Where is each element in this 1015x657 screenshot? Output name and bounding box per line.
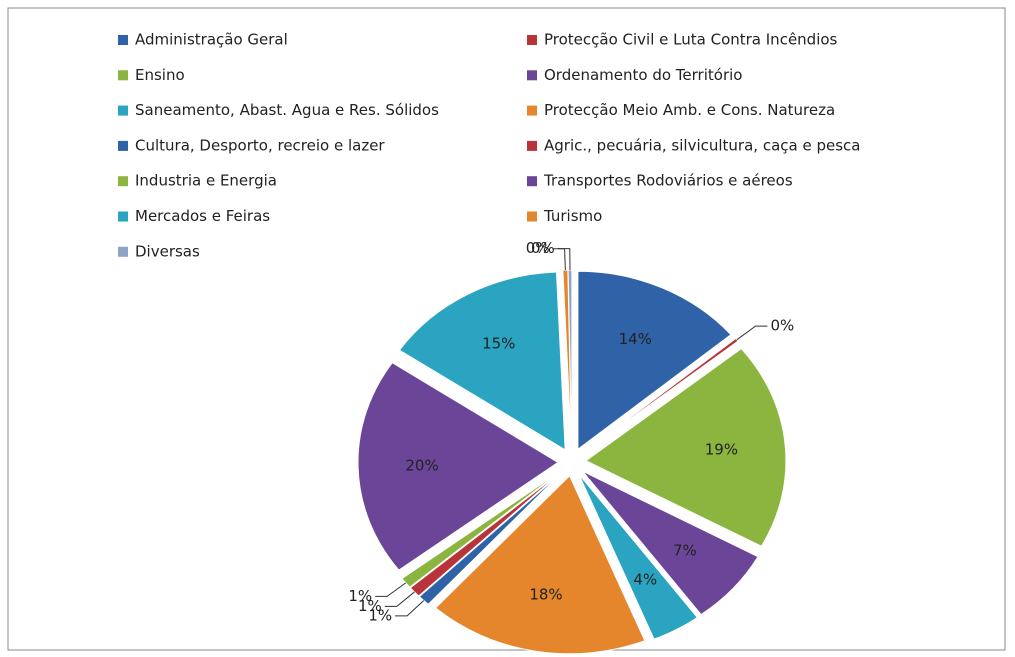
- pie-slice: [357, 362, 559, 571]
- legend-label: Ensino: [135, 66, 185, 84]
- pie-slice: [578, 473, 699, 640]
- pie-slice: [401, 470, 562, 588]
- legend-label: Protecção Civil e Luta Contra Incêndios: [544, 31, 838, 49]
- leader-line: [375, 582, 407, 597]
- legend-label: Transportes Rodoviários e aéreos: [543, 172, 793, 190]
- legend-label: Protecção Meio Amb. e Cons. Natureza: [544, 101, 835, 119]
- legend-label: Agric., pecuária, silvicultura, caça e p…: [544, 136, 860, 154]
- legend-label: Ordenamento do Território: [544, 66, 742, 84]
- leader-line: [557, 248, 571, 271]
- pie-slice: [584, 347, 787, 547]
- leader-line: [736, 325, 768, 341]
- legend-label: Administração Geral: [135, 31, 288, 49]
- legend-label: Turismo: [543, 207, 602, 225]
- legend-label: Industria e Energia: [135, 172, 277, 190]
- pie-slice: [582, 470, 759, 616]
- legend-swatch: [527, 176, 537, 187]
- legend-swatch: [118, 176, 128, 187]
- pie-slice: [398, 271, 566, 451]
- data-label: 1%: [358, 597, 382, 615]
- legend-label: Mercados e Feiras: [135, 207, 270, 225]
- data-label: 18%: [529, 585, 562, 603]
- legend-swatch: [118, 211, 128, 222]
- data-label: 0%: [770, 317, 794, 335]
- legend-swatch: [118, 140, 128, 151]
- legend-label: Saneamento, Abast. Agua e Res. Sólidos: [135, 101, 439, 119]
- data-label: 4%: [633, 570, 657, 588]
- pie-slice: [418, 471, 563, 605]
- data-label: 7%: [673, 541, 697, 559]
- legend-swatch: [118, 35, 128, 45]
- legend-swatch: [118, 70, 128, 81]
- legend-swatch: [527, 211, 537, 222]
- legend-label: Diversas: [135, 242, 200, 260]
- pie-slice: [567, 269, 573, 449]
- data-label: 19%: [705, 440, 738, 458]
- legend-swatch: [527, 140, 537, 151]
- pie-slice: [434, 474, 646, 655]
- pie-slice: [577, 270, 732, 451]
- data-label: 1%: [348, 587, 372, 605]
- legend-swatch: [527, 105, 537, 116]
- data-label: 20%: [405, 456, 438, 474]
- data-label: 14%: [619, 330, 652, 348]
- legend-swatch: [527, 35, 537, 45]
- legend-swatch: [118, 246, 128, 257]
- data-label: 0%: [526, 239, 550, 257]
- data-label: 0%: [531, 239, 555, 257]
- leader-line: [384, 591, 415, 607]
- legend-swatch: [118, 105, 128, 116]
- legend-label: Cultura, Desporto, recreio e lazer: [135, 136, 385, 154]
- data-label: 15%: [482, 335, 515, 353]
- legend-swatch: [527, 70, 537, 81]
- leader-line: [395, 600, 425, 617]
- data-label: 1%: [368, 606, 392, 624]
